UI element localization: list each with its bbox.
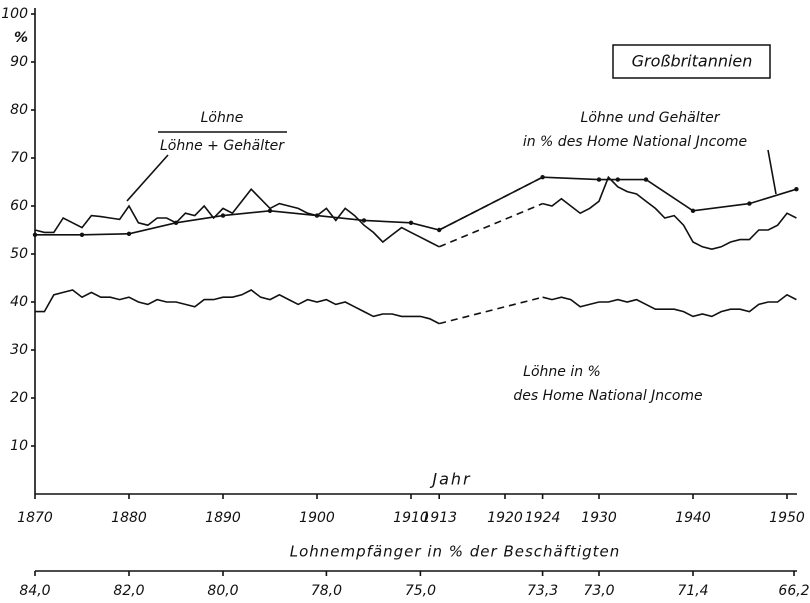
x2-tick-label: 66,2 (778, 583, 809, 599)
data-line (34, 175, 797, 251)
y-unit: % (14, 30, 28, 46)
data-point (408, 220, 414, 225)
data-line (35, 289, 797, 325)
data-point (173, 220, 179, 225)
data-point (643, 177, 649, 182)
data-point (747, 201, 752, 206)
x2-tick-label: 73,3 (527, 583, 558, 599)
x-tick-label: 1890 (205, 510, 241, 526)
x2-tick-label: 71,4 (677, 583, 708, 599)
x2-tick-label: 82,0 (113, 583, 144, 599)
y-tick-label: 30 (10, 342, 28, 358)
data-line (438, 202, 543, 248)
x-axis-title: Jahr (429, 470, 471, 489)
y-tick-label: 80 (10, 102, 28, 118)
y-tick-label: 100 (1, 6, 28, 22)
x2-axis-title: Lohnempfänger in % der Beschäftigten (290, 543, 620, 561)
data-point (79, 232, 85, 237)
x-tick-label: 1924 (525, 510, 561, 526)
y-tick-label: 60 (10, 198, 28, 214)
data-line (35, 176, 797, 236)
x2-tick-label: 80,0 (207, 583, 238, 599)
annotation: Löhne in % (523, 364, 601, 380)
x2-tick-label: 78,0 (311, 583, 342, 599)
x-tick-label: 1940 (675, 510, 711, 526)
data-point (267, 208, 273, 213)
annotation: Löhne (201, 110, 244, 126)
x-tick-label: 1880 (111, 510, 147, 526)
x2-tick-label: 75,0 (405, 583, 436, 599)
annotation: des Home National Jncome (513, 388, 702, 404)
pointer (126, 154, 169, 202)
data-point (615, 177, 620, 182)
x2-tick-label: 84,0 (19, 583, 50, 599)
data-point (32, 232, 38, 237)
data-point (690, 208, 696, 213)
data-line (439, 296, 543, 325)
x-tick-label: 1920 (487, 510, 523, 526)
pointer (767, 149, 777, 195)
y-tick-label: 20 (10, 390, 28, 406)
x2-tick-label: 73,0 (583, 583, 614, 599)
x-tick-label: 1870 (17, 510, 53, 526)
data-point (220, 213, 226, 218)
x-tick-label: 1910 (393, 510, 429, 526)
annotation: Löhne und Gehälter (581, 110, 721, 126)
title-box (612, 44, 771, 79)
x-tick-label: 1930 (581, 510, 617, 526)
data-line (438, 176, 543, 231)
y-tick-label: 50 (10, 246, 28, 262)
annotation: in % des Home National Jncome (523, 134, 747, 150)
data-point (361, 218, 367, 223)
x-tick-label: 1913 (421, 510, 457, 526)
data-point (596, 177, 602, 182)
data-point (314, 213, 320, 218)
y-tick-label: 10 (10, 438, 28, 454)
y-tick-label: 40 (10, 294, 28, 310)
x-tick-label: 1950 (769, 510, 805, 526)
annotation: Großbritannien (632, 52, 753, 71)
data-point (794, 187, 799, 192)
annotation: Löhne + Gehälter (160, 138, 285, 154)
x-tick-label: 1900 (299, 510, 335, 526)
y-tick-label: 70 (10, 150, 28, 166)
data-point (126, 231, 132, 237)
y-tick-label: 90 (10, 54, 28, 70)
